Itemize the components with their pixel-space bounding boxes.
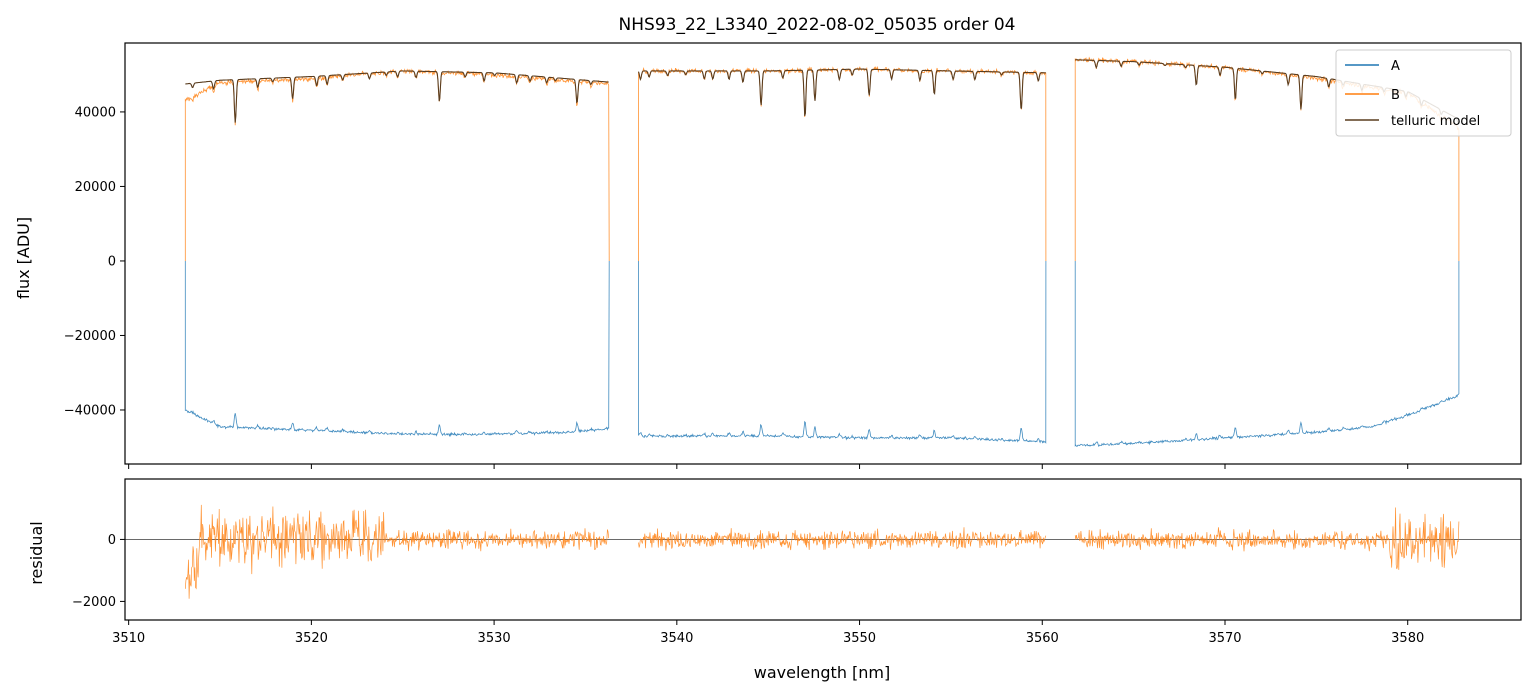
flux-panel-frame: [124, 42, 1522, 465]
flux-plot-area: [184, 56, 1460, 448]
legend[interactable]: A B telluric model: [1335, 49, 1512, 137]
flux-y-ticks: 40000 20000 0 −20000 −40000: [64, 105, 125, 418]
flux-ytick-label: 20000: [75, 180, 116, 195]
residual-line: [184, 504, 610, 599]
residual-ytick-label: −2000: [72, 595, 116, 610]
residual-xtick-label: 3580: [1391, 631, 1424, 646]
series-a-line: [1074, 261, 1460, 448]
residual-line: [638, 527, 1047, 551]
flux-ytick-label: 0: [108, 254, 116, 269]
residual-xtick-label: 3520: [295, 631, 328, 646]
residual-line: [1074, 507, 1460, 570]
flux-ytick-label: −20000: [64, 329, 116, 344]
series-a-line: [638, 260, 1047, 444]
telluric-model-line: [185, 70, 609, 123]
residual-xtick-label: 3550: [843, 631, 876, 646]
residual-xtick-label: 3540: [660, 631, 693, 646]
flux-panel: 40000 20000 0 −20000 −40000 flux [ADU] A B t…: [14, 42, 1522, 469]
telluric-model-line: [637, 68, 1046, 116]
residual-panel-frame: [124, 478, 1522, 621]
residual-x-axis-label: wavelength [nm]: [754, 663, 891, 682]
flux-y-axis-label: flux [ADU]: [14, 217, 33, 299]
legend-label-b: B: [1391, 88, 1400, 103]
residual-ytick-label: 0: [108, 533, 116, 548]
legend-box: [1335, 49, 1512, 137]
residual-plot-area: [125, 504, 1521, 599]
flux-x-ticks: [128, 464, 1409, 469]
residual-xtick-label: 3530: [478, 631, 511, 646]
residual-y-axis-label: residual: [27, 521, 46, 584]
series-a-line: [184, 260, 610, 437]
chart-title: NHS93_22_L3340_2022-08-02_05035 order 04: [619, 15, 1016, 35]
series-b-line: [184, 68, 610, 262]
flux-ytick-label: 40000: [75, 105, 116, 120]
legend-label-a: A: [1391, 59, 1400, 74]
residual-y-ticks: 0 −2000: [72, 533, 125, 610]
residual-xtick-label: 3560: [1026, 631, 1059, 646]
residual-xtick-label: 3570: [1208, 631, 1241, 646]
residual-panel: 0−2000 3510 3520 3530 3540 3550 3560 3570 3580 …: [27, 478, 1522, 682]
residual-xtick-label: 3510: [112, 631, 145, 646]
legend-label-telluric: telluric model: [1391, 114, 1480, 129]
flux-ytick-label: −40000: [64, 403, 116, 418]
residual-x-ticks: 3510 3520 3530 3540 3550 3560 3570 3580: [112, 620, 1424, 646]
